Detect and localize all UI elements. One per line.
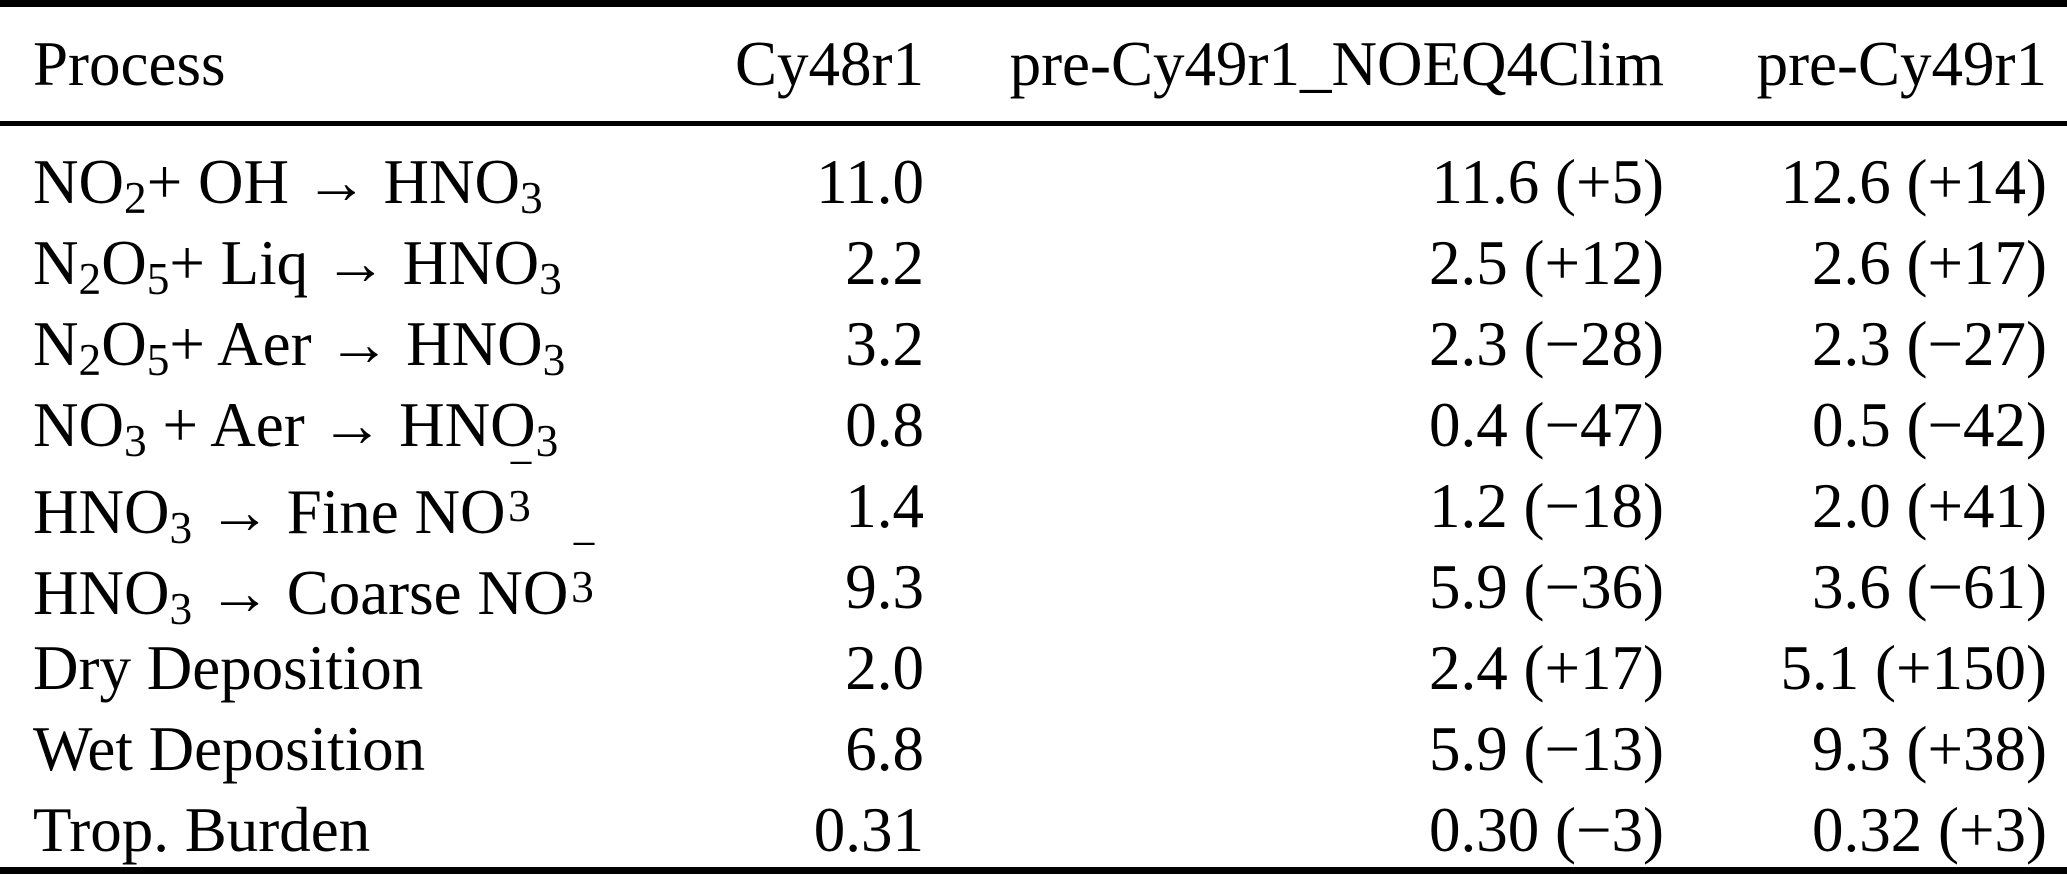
value-cell-pre-cy49r1-noeq4clim: 5.9 (−36) xyxy=(925,547,1665,628)
subscript: 3 xyxy=(520,173,543,223)
value-cell-cy48r1: 1.4 xyxy=(700,466,925,547)
sub-sup-stack: −3 xyxy=(505,470,542,533)
subscript: 2 xyxy=(79,254,102,304)
value-cell-pre-cy49r1: 2.6 (+17) xyxy=(1665,223,2067,304)
subscript: 3 xyxy=(543,335,566,385)
process-cell: Trop. Burden xyxy=(0,790,700,882)
value-cell-pre-cy49r1: 2.0 (+41) xyxy=(1665,466,2067,547)
value-cell-pre-cy49r1: 0.5 (−42) xyxy=(1665,385,2067,466)
process-comparison-table: Process Cy48r1 pre-Cy49r1_NOEQ4Clim pre-… xyxy=(0,7,2067,882)
subscript: 2 xyxy=(79,335,102,385)
value-cell-pre-cy49r1-noeq4clim: 5.9 (−13) xyxy=(925,709,1665,790)
column-header-pre-cy49r1: pre-Cy49r1 xyxy=(1665,7,2067,124)
value-cell-pre-cy49r1: 12.6 (+14) xyxy=(1665,124,2067,224)
value-cell-pre-cy49r1: 5.1 (+150) xyxy=(1665,628,2067,709)
value-cell-cy48r1: 6.8 xyxy=(700,709,925,790)
value-cell-cy48r1: 11.0 xyxy=(700,124,925,224)
value-cell-pre-cy49r1-noeq4clim: 0.4 (−47) xyxy=(925,385,1665,466)
value-cell-cy48r1: 0.8 xyxy=(700,385,925,466)
column-header-pre-cy49r1-noeq4clim: pre-Cy49r1_NOEQ4Clim xyxy=(925,7,1665,124)
process-cell: Dry Deposition xyxy=(0,628,700,709)
header-row: Process Cy48r1 pre-Cy49r1_NOEQ4Clim pre-… xyxy=(0,7,2067,124)
value-cell-pre-cy49r1: 3.6 (−61) xyxy=(1665,547,2067,628)
superscript-minus: − xyxy=(571,522,597,567)
column-header-process: Process xyxy=(0,7,700,124)
subscript: 3 xyxy=(124,416,147,466)
subscript: 3 xyxy=(508,484,531,529)
value-cell-pre-cy49r1: 0.32 (+3) xyxy=(1665,790,2067,882)
subscript: 5 xyxy=(147,335,170,385)
process-cell: N2O5+ Liq → HNO3 xyxy=(0,223,700,304)
subscript: 3 xyxy=(539,254,562,304)
value-cell-pre-cy49r1-noeq4clim: 11.6 (+5) xyxy=(925,124,1665,224)
value-cell-cy48r1: 3.2 xyxy=(700,304,925,385)
value-cell-pre-cy49r1-noeq4clim: 2.4 (+17) xyxy=(925,628,1665,709)
process-cell: HNO3 → Coarse NO−3 xyxy=(0,547,700,628)
process-cell: NO3 + Aer → HNO3 xyxy=(0,385,700,466)
value-cell-pre-cy49r1: 2.3 (−27) xyxy=(1665,304,2067,385)
value-cell-pre-cy49r1-noeq4clim: 2.5 (+12) xyxy=(925,223,1665,304)
column-header-cy48r1: Cy48r1 xyxy=(700,7,925,124)
value-cell-cy48r1: 9.3 xyxy=(700,547,925,628)
subscript: 2 xyxy=(124,173,147,223)
process-cell: NO2+ OH → HNO3 xyxy=(0,124,700,224)
subscript: 3 xyxy=(571,565,594,610)
process-cell: N2O5+ Aer → HNO3 xyxy=(0,304,700,385)
value-cell-cy48r1: 0.31 xyxy=(700,790,925,882)
table-header: Process Cy48r1 pre-Cy49r1_NOEQ4Clim pre-… xyxy=(0,7,2067,124)
value-cell-cy48r1: 2.0 xyxy=(700,628,925,709)
value-cell-pre-cy49r1-noeq4clim: 2.3 (−28) xyxy=(925,304,1665,385)
value-cell-pre-cy49r1-noeq4clim: 0.30 (−3) xyxy=(925,790,1665,882)
value-cell-pre-cy49r1-noeq4clim: 1.2 (−18) xyxy=(925,466,1665,547)
process-cell: Wet Deposition xyxy=(0,709,700,790)
value-cell-pre-cy49r1: 9.3 (+38) xyxy=(1665,709,2067,790)
superscript-minus: − xyxy=(508,441,534,486)
sub-sup-stack: −3 xyxy=(568,551,605,614)
subscript: 5 xyxy=(147,254,170,304)
subscript: 3 xyxy=(170,583,193,633)
subscript: 3 xyxy=(536,416,559,466)
value-cell-cy48r1: 2.2 xyxy=(700,223,925,304)
subscript: 3 xyxy=(170,502,193,552)
